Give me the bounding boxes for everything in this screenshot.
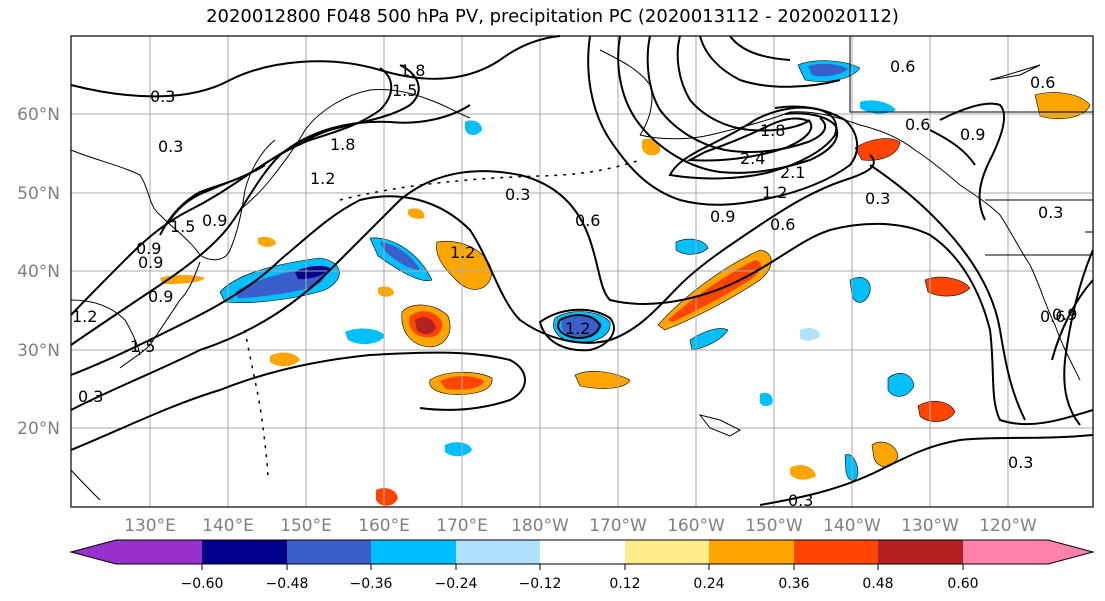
contour-label: 0.3: [865, 189, 890, 208]
coastlines: [70, 36, 1093, 501]
colorbar-tick-label: 0.12: [609, 576, 640, 592]
contour-label: 1.2: [762, 183, 787, 202]
longitude-labels: 130°E 140°E 150°E 160°E 170°E 180°W 170°…: [124, 516, 1037, 536]
colorbar-swatch: [540, 540, 625, 564]
lat-label: 60°N: [17, 105, 60, 125]
colorbar-tick-label: 0.24: [693, 576, 724, 592]
contour-label: 1.5: [170, 217, 195, 236]
contour-label: 0.6: [1030, 73, 1055, 92]
colorbar-tick-label: −0.60: [181, 576, 224, 592]
contour-label: 2.1: [780, 163, 805, 182]
contour-label: 0.9: [1052, 305, 1077, 324]
colorbar-high-extend: [1048, 540, 1093, 564]
lon-label: 170°W: [589, 516, 647, 536]
contour-label: 1.8: [330, 135, 355, 154]
contour-labels: 0.3 0.3 0.3 0.3 0.3 0.3 0.6 0.6 0.6 0.6 …: [72, 57, 1077, 510]
lon-label: 150°E: [280, 516, 332, 536]
lon-label: 130°E: [124, 516, 176, 536]
contour-label: 1.5: [130, 337, 155, 356]
colorbar-swatch: [456, 540, 540, 564]
colorbar-swatch: [878, 540, 963, 564]
colorbar-swatch: [202, 540, 287, 564]
colorbar: −0.60 −0.48 −0.36 −0.24 −0.12 0.12 0.24 …: [69, 539, 1095, 592]
lat-label: 20°N: [17, 419, 60, 439]
contour-label: 0.9: [136, 239, 161, 258]
contour-label: 1.8: [400, 61, 425, 80]
contour-label: 0.9: [148, 287, 173, 306]
contour-label: 0.9: [960, 125, 985, 144]
colorbar-tick-label: −0.12: [519, 576, 562, 592]
colorbar-tick-label: 0.36: [778, 576, 809, 592]
gridlines: [71, 36, 1093, 507]
lon-label: 130°W: [901, 516, 959, 536]
contour-label: 0.6: [770, 215, 795, 234]
lon-label: 150°W: [745, 516, 803, 536]
contour-label: 0.3: [788, 491, 813, 510]
contour-label: 0.3: [1038, 203, 1063, 222]
colorbar-tick-label: −0.48: [266, 576, 309, 592]
map-title: 2020012800 F048 500 hPa PV, precipitatio…: [206, 6, 899, 27]
colorbar-tick-label: 0.48: [862, 576, 893, 592]
contour-label: 2.4: [740, 149, 765, 168]
contour-label: 1.8: [760, 121, 785, 140]
lat-label: 50°N: [17, 184, 60, 204]
contour-label: 0.3: [1008, 453, 1033, 472]
lon-label: 180°W: [511, 516, 569, 536]
lat-label: 30°N: [17, 341, 60, 361]
pv-contours: [70, 35, 1094, 506]
precip-shading: [160, 60, 1091, 506]
colorbar-swatch: [709, 540, 794, 564]
contour-label: 1.2: [72, 307, 97, 326]
colorbar-swatch: [287, 540, 371, 564]
contour-label: 0.3: [158, 137, 183, 156]
colorbar-tick-label: −0.24: [435, 576, 478, 592]
colorbar-tick-label: 0.60: [947, 576, 978, 592]
lon-label: 140°E: [202, 516, 254, 536]
contour-label: 0.9: [138, 253, 163, 272]
contour-label: 0.3: [505, 185, 530, 204]
contour-label: 0.3: [150, 87, 175, 106]
colorbar-tick-label: −0.36: [350, 576, 393, 592]
contour-label: 0.6: [905, 115, 930, 134]
contour-label: 0.9: [202, 211, 227, 230]
contour-label: 1.2: [450, 243, 475, 262]
contour-label: 0.9: [710, 207, 735, 226]
contour-label: 0.6: [890, 57, 915, 76]
contour-label: 0.6: [1040, 307, 1065, 326]
contour-label: 1.5: [392, 81, 417, 100]
latitude-labels: 60°N 50°N 40°N 30°N 20°N: [17, 105, 60, 439]
lon-label: 160°E: [358, 516, 410, 536]
colorbar-swatch: [625, 540, 709, 564]
lon-label: 170°E: [436, 516, 488, 536]
lon-label: 140°W: [823, 516, 881, 536]
lon-label: 160°W: [667, 516, 725, 536]
colorbar-low-extend: [71, 540, 116, 564]
lat-label: 40°N: [17, 262, 60, 282]
map-frame: [70, 35, 1094, 508]
colorbar-swatch: [963, 540, 1048, 564]
contour-label: 1.2: [310, 169, 335, 188]
colorbar-swatch: [116, 540, 202, 564]
contour-label: 1.2: [565, 319, 590, 338]
contour-label: 0.6: [575, 211, 600, 230]
colorbar-swatch: [794, 540, 878, 564]
contour-label: 0.3: [78, 387, 103, 406]
colorbar-swatch: [371, 540, 456, 564]
lon-label: 120°W: [979, 516, 1037, 536]
